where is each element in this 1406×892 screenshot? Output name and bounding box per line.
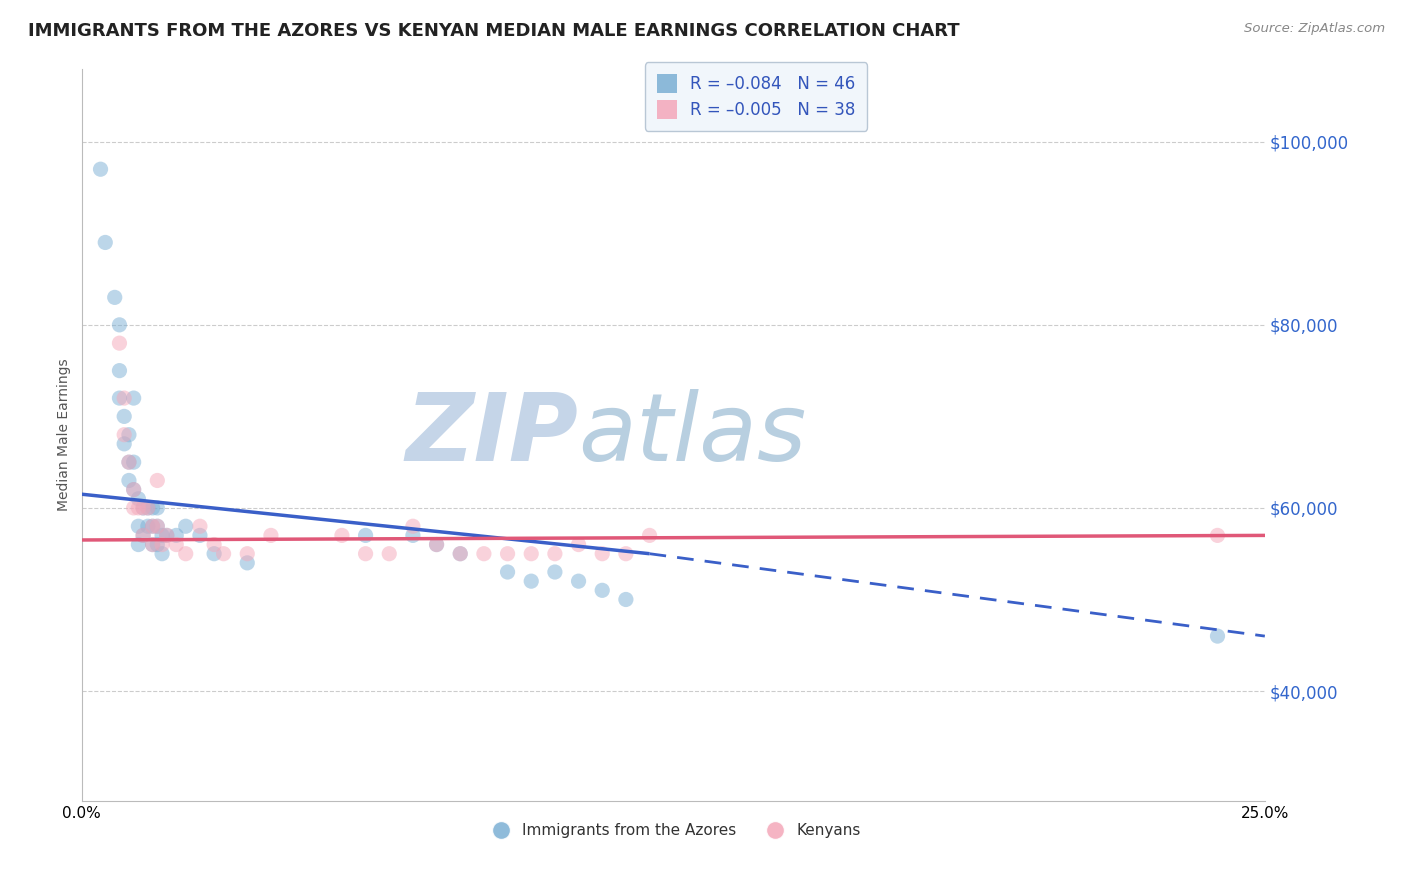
Point [402, 528, 425, 542]
Point [520, 574, 543, 589]
Point [146, 519, 169, 533]
Point [146, 500, 169, 515]
Point [104, 290, 127, 304]
Point [136, 500, 159, 515]
Point [236, 547, 259, 561]
Point [330, 528, 353, 542]
Point [132, 500, 155, 515]
Point [142, 537, 165, 551]
Point [108, 363, 131, 377]
Point [354, 547, 377, 561]
Point [132, 528, 155, 542]
Point [118, 474, 141, 488]
Point [544, 565, 567, 579]
Point [142, 537, 165, 551]
Point [1206, 528, 1229, 542]
Point [165, 537, 187, 551]
Point [378, 547, 401, 561]
Point [202, 547, 225, 561]
Point [202, 537, 225, 551]
Point [614, 547, 637, 561]
Point [567, 574, 589, 589]
Point [146, 474, 169, 488]
Point [132, 500, 155, 515]
Text: atlas: atlas [578, 389, 807, 480]
Point [112, 391, 135, 405]
Point [122, 483, 145, 497]
Point [1206, 629, 1229, 643]
Point [426, 537, 449, 551]
Point [150, 547, 173, 561]
Point [136, 519, 159, 533]
Point [89, 162, 111, 177]
Point [156, 528, 179, 542]
Point [472, 547, 495, 561]
Point [142, 500, 165, 515]
Point [520, 547, 543, 561]
Point [591, 547, 613, 561]
Point [544, 547, 567, 561]
Point [174, 519, 197, 533]
Y-axis label: Median Male Earnings: Median Male Earnings [58, 359, 72, 511]
Point [496, 547, 519, 561]
Point [142, 519, 165, 533]
Legend: Immigrants from the Azores, Kenyans: Immigrants from the Azores, Kenyans [479, 817, 866, 845]
Point [118, 455, 141, 469]
Point [165, 528, 187, 542]
Point [112, 437, 135, 451]
Point [122, 391, 145, 405]
Point [146, 519, 169, 533]
Point [567, 537, 589, 551]
Point [127, 537, 149, 551]
Point [142, 519, 165, 533]
Point [136, 500, 159, 515]
Point [146, 537, 169, 551]
Point [132, 528, 155, 542]
Point [122, 483, 145, 497]
Point [260, 528, 283, 542]
Point [188, 519, 211, 533]
Point [174, 547, 197, 561]
Point [496, 565, 519, 579]
Point [112, 427, 135, 442]
Point [118, 427, 141, 442]
Point [426, 537, 449, 551]
Point [122, 500, 145, 515]
Point [150, 537, 173, 551]
Point [591, 583, 613, 598]
Point [212, 547, 235, 561]
Point [108, 336, 131, 351]
Point [449, 547, 471, 561]
Point [449, 547, 471, 561]
Text: IMMIGRANTS FROM THE AZORES VS KENYAN MEDIAN MALE EARNINGS CORRELATION CHART: IMMIGRANTS FROM THE AZORES VS KENYAN MED… [28, 22, 960, 40]
Point [354, 528, 377, 542]
Point [127, 519, 149, 533]
Point [108, 391, 131, 405]
Point [156, 528, 179, 542]
Text: ZIP: ZIP [406, 389, 578, 481]
Point [112, 409, 135, 424]
Point [614, 592, 637, 607]
Point [638, 528, 661, 542]
Point [188, 528, 211, 542]
Point [108, 318, 131, 332]
Point [127, 500, 149, 515]
Point [127, 491, 149, 506]
Point [150, 528, 173, 542]
Point [118, 455, 141, 469]
Point [94, 235, 117, 250]
Point [122, 455, 145, 469]
Point [236, 556, 259, 570]
Text: Source: ZipAtlas.com: Source: ZipAtlas.com [1244, 22, 1385, 36]
Point [402, 519, 425, 533]
